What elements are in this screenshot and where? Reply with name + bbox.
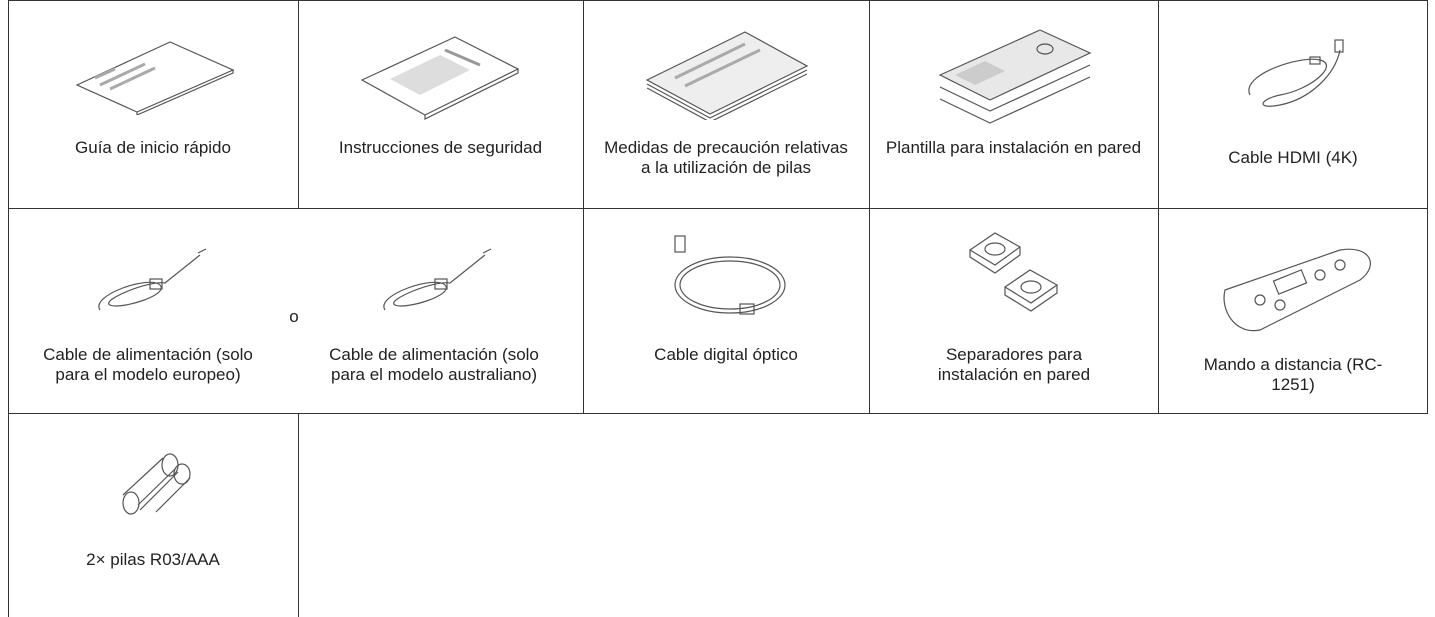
icon-optical-cable (674, 235, 786, 315)
item-label: Mando a distancia (RC-1251) (1203, 355, 1383, 394)
icon-spacers (968, 232, 1059, 312)
rule (8, 0, 1428, 1)
rule (1427, 0, 1428, 413)
rule (8, 0, 9, 617)
item-label: Guía de inicio rápido (75, 138, 231, 157)
item-label: 2× pilas R03/AAA (86, 550, 220, 569)
rule (869, 0, 870, 413)
icon-hdmi-cable (1248, 39, 1344, 107)
or-label: o (289, 307, 299, 326)
icon-guide (75, 41, 235, 115)
item-label: Cable de alimentación (solo para el mode… (329, 345, 539, 384)
icon-power-cable-au (383, 248, 492, 311)
rule (298, 413, 299, 617)
rule (298, 0, 299, 208)
item-label: Medidas de precaución relativas a la uti… (604, 138, 848, 177)
item-label: Cable HDMI (4K) (1228, 148, 1358, 167)
item-label: Cable de alimentación (solo para el mode… (43, 345, 253, 384)
rule (8, 413, 1428, 414)
item-label: Instrucciones de seguridad (338, 138, 543, 157)
icon-battery-precautions (645, 31, 809, 120)
rule (583, 0, 584, 413)
icon-remote (1223, 248, 1371, 332)
item-label: Plantilla para instalación en pared (885, 138, 1142, 157)
rule (1158, 0, 1159, 413)
icon-batteries (122, 453, 191, 515)
item-label: Separadores para instalación en pared (937, 345, 1091, 384)
icon-safety (360, 36, 520, 120)
rule (8, 208, 1428, 209)
icon-power-cable-eu (98, 248, 207, 311)
item-label: Cable digital óptico (654, 345, 798, 364)
icon-template (938, 29, 1092, 124)
